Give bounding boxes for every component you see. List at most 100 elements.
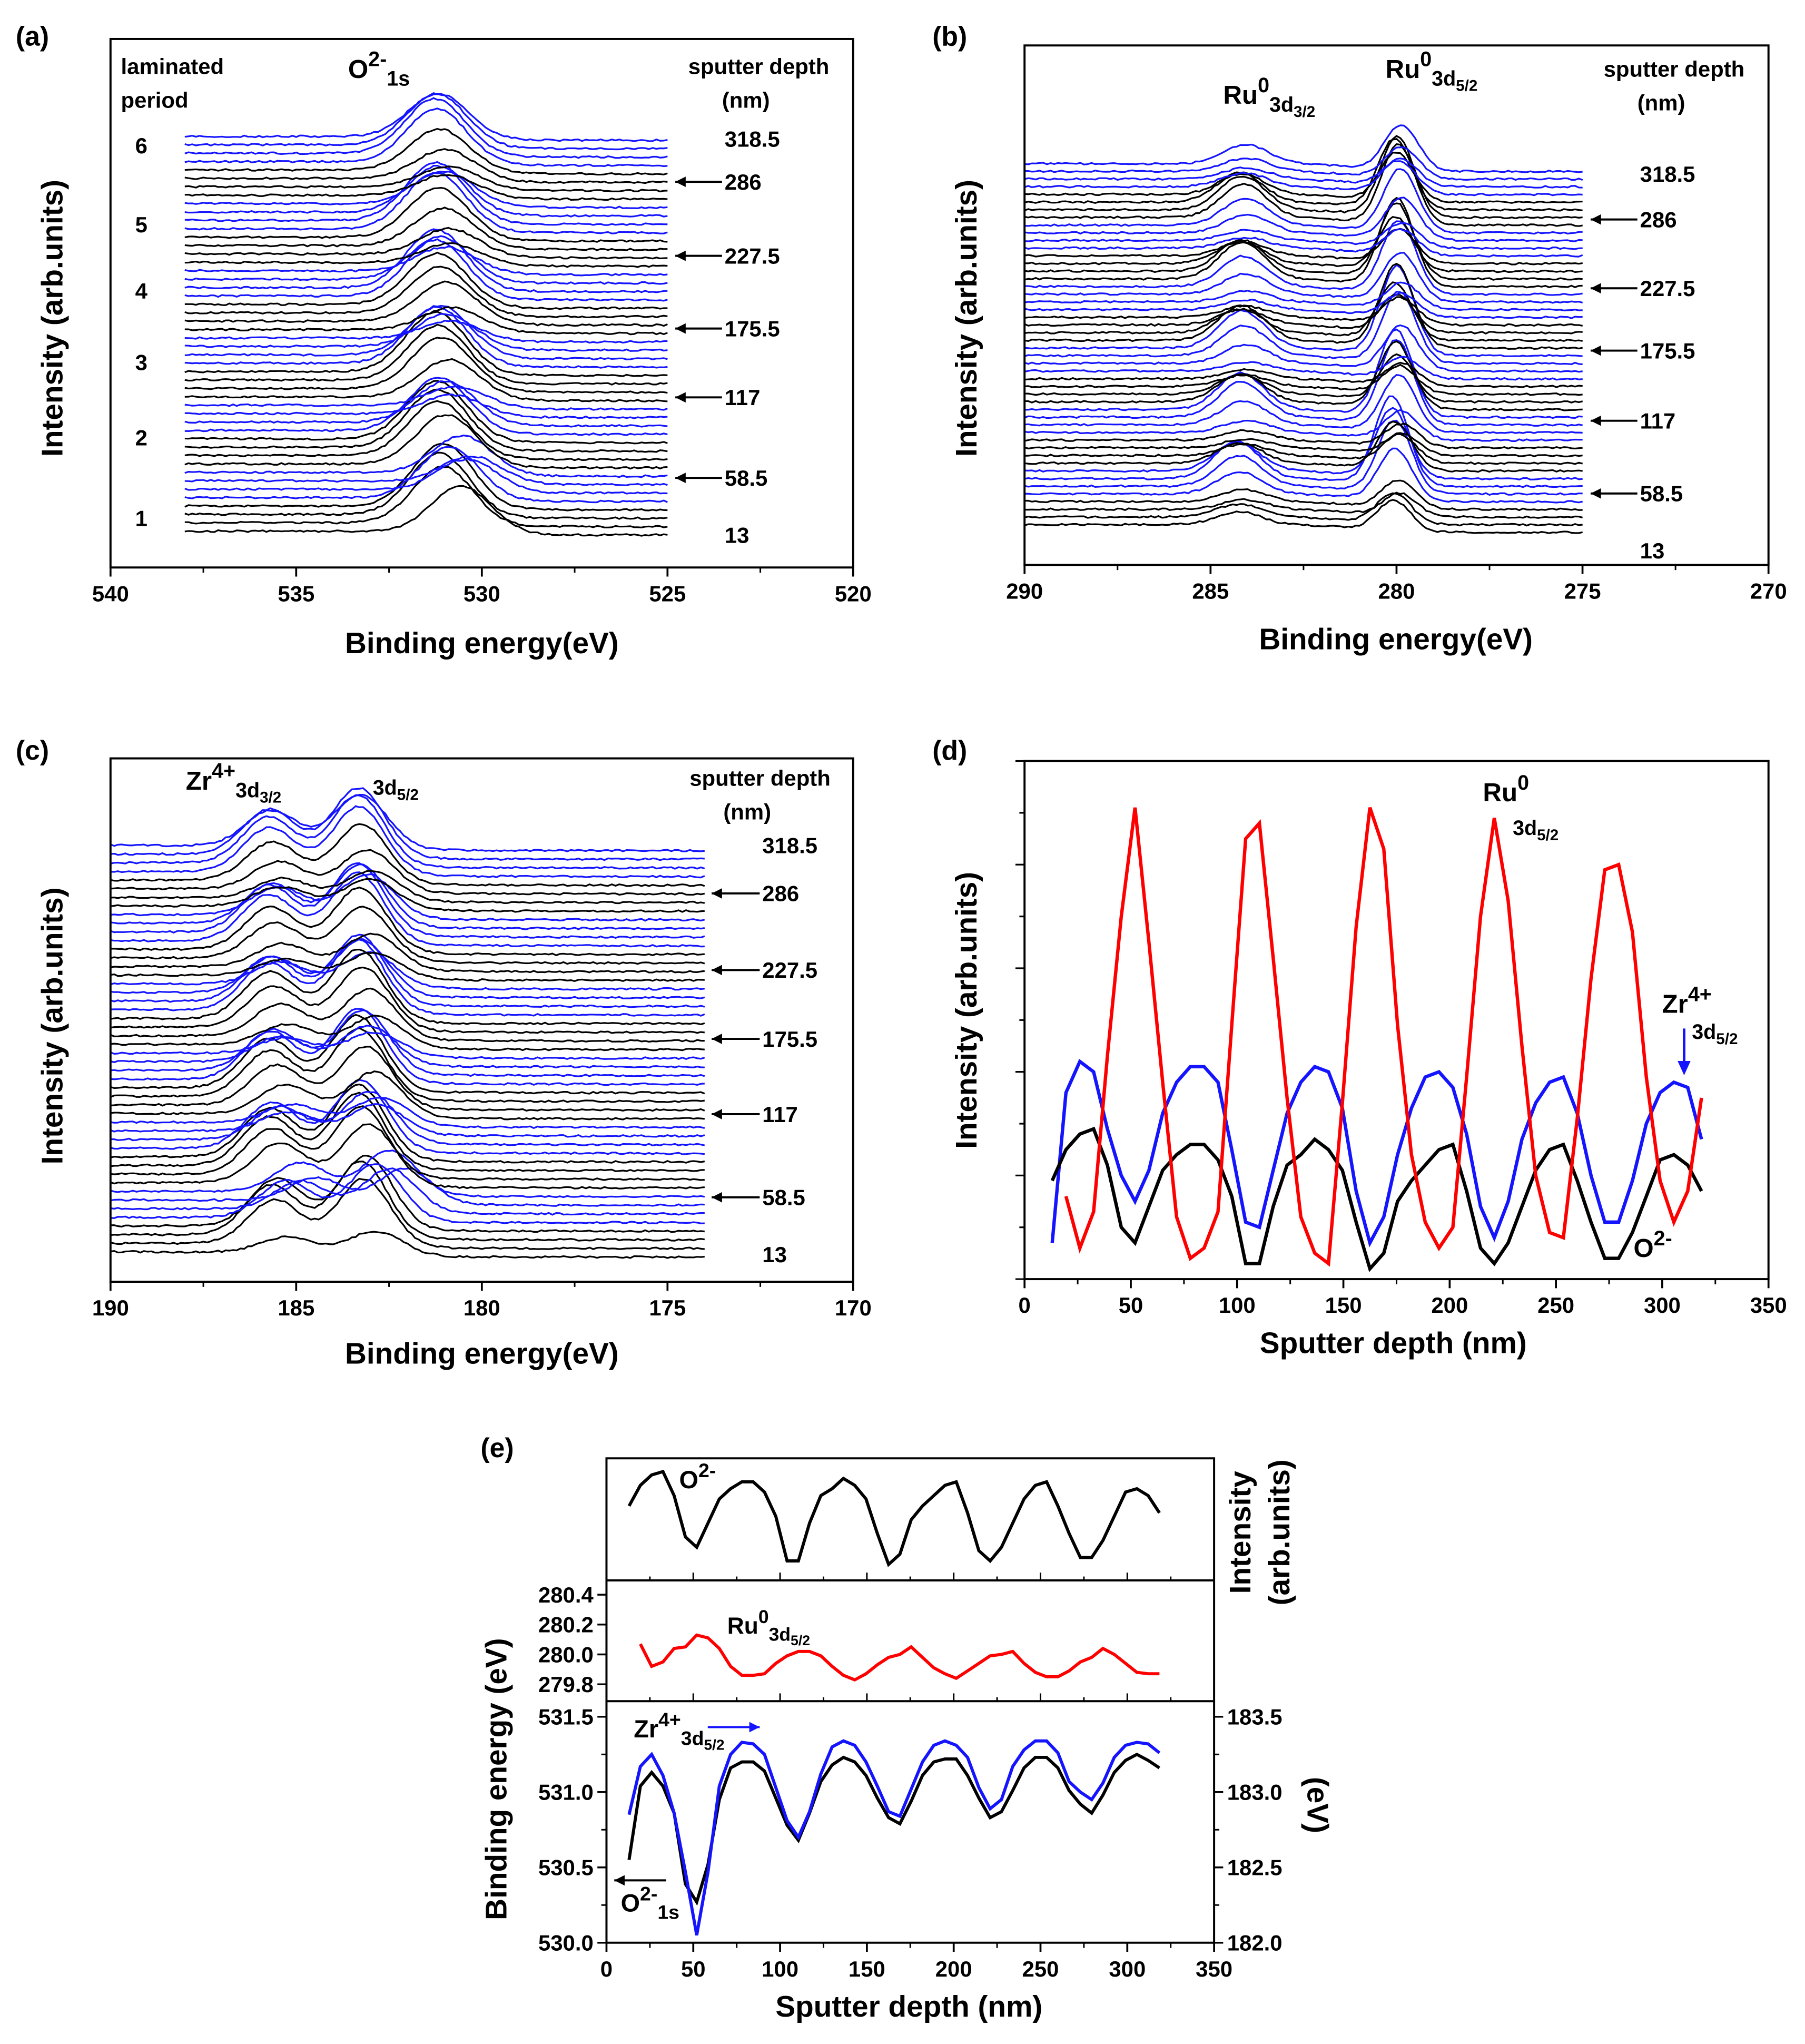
spectrum-line: [184, 266, 668, 319]
panel-label: (e): [480, 1432, 514, 1463]
spectrum-line: [1024, 196, 1583, 242]
period-number: 4: [135, 279, 148, 303]
y-tick-label: 531.5: [538, 1705, 594, 1729]
spectrum-line: [184, 485, 668, 537]
spectrum-line: [184, 242, 668, 268]
x-tick-label: 0: [1019, 1293, 1031, 1318]
x-tick-label: 200: [1431, 1293, 1468, 1318]
spectrum-line: [1024, 202, 1583, 281]
depth-arrow-head: [712, 965, 722, 976]
y-tick-label: 280.2: [538, 1613, 594, 1637]
spectrum-line: [184, 251, 668, 310]
spectrum-line: [110, 951, 705, 991]
spectrum-line: [1024, 228, 1583, 266]
series-line-o: [1050, 1126, 1703, 1272]
spectrum-line: [1024, 294, 1583, 335]
spectrum-line: [110, 1090, 705, 1147]
spectrum-line: [184, 400, 668, 461]
spectrum-line: [1024, 492, 1583, 519]
depth-label: 318.5: [1640, 162, 1695, 186]
depth-label: 318.5: [762, 833, 817, 858]
spectrum-line: [1024, 228, 1583, 258]
spectrum-line: [184, 171, 668, 210]
spectrum-line: [110, 1025, 705, 1069]
spectrum-line: [110, 1105, 705, 1181]
subscript-index: 5/2: [1716, 1030, 1738, 1048]
x-axis-title: Binding energy(eV): [345, 1337, 619, 1370]
spectrum-line: [184, 172, 668, 234]
period-header: period: [121, 88, 189, 113]
spectrum-line: [1024, 168, 1583, 235]
spectrum-line: [1024, 447, 1583, 504]
o-intensity-line: [627, 1469, 1161, 1567]
superscript: 4+: [212, 760, 235, 783]
x-tick-label: 170: [835, 1295, 872, 1320]
series-label-ru-orbital: 3d5/2: [1513, 817, 1559, 844]
subscript: 3d: [681, 1727, 704, 1749]
spectra-stack-a: [184, 92, 668, 537]
spectrum-line: [1024, 215, 1583, 273]
x-tick-label: 540: [92, 581, 129, 606]
x-tick-label: 175: [649, 1295, 686, 1320]
subscript-index: 3/2: [260, 789, 281, 806]
superscript: 2-: [368, 48, 387, 71]
subscript: 3d: [1513, 817, 1537, 840]
species: O: [348, 55, 368, 84]
spectrum-line: [110, 794, 705, 870]
spectrum-line: [110, 932, 705, 974]
depth-arrow-head: [675, 176, 686, 187]
spectrum-line: [1024, 151, 1583, 204]
spectrum-line: [184, 451, 668, 520]
spectrum-line: [110, 1015, 705, 1052]
y-axis-title-left: Binding energy (eV): [480, 1638, 514, 1920]
spectrum-line: [1024, 281, 1583, 342]
subscript: 3d: [373, 777, 397, 800]
spectrum-line: [110, 939, 705, 1017]
spectrum-line: [110, 1123, 705, 1190]
x-tick-label: 200: [935, 1957, 972, 1981]
series-line-ru: [1064, 807, 1703, 1267]
y-axis-title: Intensity (arb.units): [950, 180, 983, 457]
spectrum-line: [184, 443, 668, 512]
spectrum-line: [110, 906, 705, 965]
superscript: 0: [1517, 771, 1529, 794]
spectrum-line: [1024, 252, 1583, 304]
x-tick-label: 190: [92, 1295, 129, 1320]
spectrum-line: [1024, 263, 1583, 357]
spectrum-line: [184, 235, 668, 285]
spectrum-line: [110, 823, 705, 887]
series-label-o: O2-: [1633, 1227, 1672, 1263]
spectrum-line: [184, 227, 668, 260]
spectrum-line: [1024, 124, 1583, 173]
depth-header: sputter depth: [688, 54, 830, 79]
spectrum-line: [110, 1083, 705, 1164]
spectrum-line: [1024, 433, 1583, 465]
x-tick-label: 530: [463, 581, 500, 606]
peak-label-zr-3d32: Zr4+3d3/2: [186, 760, 281, 807]
panel-label: (d): [932, 735, 967, 765]
subscript-index: 5/2: [704, 1737, 724, 1753]
spectrum-line: [110, 951, 705, 982]
spectrum-line: [184, 358, 668, 402]
spectrum-line: [1024, 432, 1583, 458]
x-tick-label: 520: [835, 581, 872, 606]
depth-label: 175.5: [725, 316, 780, 341]
depth-header: sputter depth: [689, 765, 831, 790]
spectrum-line: [184, 304, 668, 360]
x-tick-label: 290: [1006, 578, 1043, 603]
x-tick-label: 350: [1750, 1293, 1787, 1318]
spectrum-line: [1024, 422, 1583, 450]
spectrum-line: [184, 280, 668, 327]
series-line-zr: [1050, 1058, 1703, 1247]
spectrum-line: [184, 323, 668, 386]
depth-header: (nm): [1638, 91, 1685, 115]
series-label-ru: Ru0: [1483, 771, 1529, 807]
species: Ru: [1386, 55, 1421, 84]
spectrum-line: [184, 434, 668, 478]
subscript: 3d: [235, 779, 260, 802]
y-tick-label: 531.0: [538, 1780, 594, 1805]
spectrum-line: [110, 966, 705, 1034]
x-tick-label: 50: [681, 1957, 706, 1981]
depth-header: (nm): [722, 88, 770, 113]
